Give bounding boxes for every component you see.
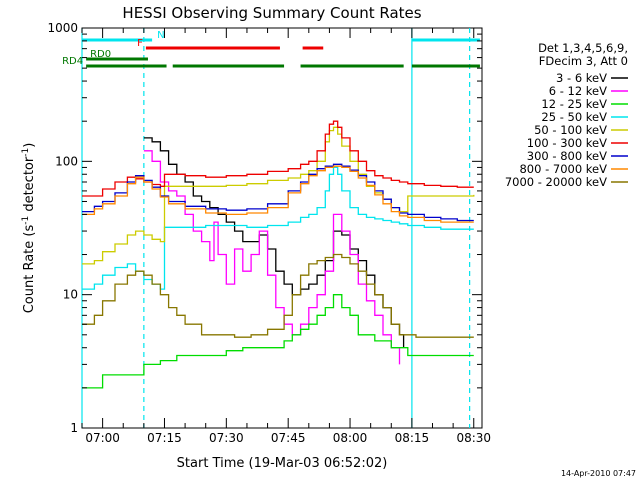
series-100-300-kev [82,120,474,197]
x-ticks: 07:00 07:15 07:30 07:45 08:00 08:15 08:30 [81,28,491,445]
x-tick-label-45: 07:45 [271,431,306,445]
y-tick-label-10: 10 [63,288,78,302]
x-tick-label-90: 08:30 [456,431,491,445]
state-label-rd4: RD4 [62,56,83,67]
plot-frame [81,27,483,429]
x-tick-label-60: 08:00 [333,431,368,445]
legend-label-3-6-kev: 3 - 6 keV [556,71,607,85]
x-tick-label-0: 07:00 [85,431,120,445]
series-7000-20000-kev [82,253,474,338]
chart-title: HESSI Observing Summary Count Rates [122,4,421,22]
legend-label-6-12-kev: 6 - 12 keV [549,84,607,98]
y-tick-label-1: 1 [70,421,78,435]
legend-label-800-7000-kev: 800 - 7000 keV [519,162,607,176]
legend-label-50-100-kev: 50 - 100 keV [534,123,607,137]
state-label-f: F [137,38,143,49]
series-300-800-kev [82,163,474,222]
x-tick-label-15: 07:15 [147,431,182,445]
y-tick-label-1000: 1000 [47,21,78,35]
x-tick-label-75: 08:15 [395,431,430,445]
x-tick-label-30: 07:30 [209,431,244,445]
y-axis-label: Count Rate (s-1 detector-1) [21,143,37,314]
legend-header-line1: Det 1,3,4,5,6,9, [538,41,628,55]
legend-header-line2: FDecim 3, Att 0 [539,54,628,68]
y-ticks: 1 10 100 1000 [47,21,482,435]
legend-label-300-800-kev: 300 - 800 keV [527,149,607,163]
legend-label-100-300-kev: 100 - 300 keV [527,136,607,150]
series-50-100-kev [82,126,475,265]
state-bars: N F RD0 RD4 [62,30,480,68]
legend-label-25-50-kev: 25 - 50 keV [541,110,607,124]
legend-label-12-25-kev: 12 - 25 keV [541,97,607,111]
y-tick-label-100: 100 [55,154,78,168]
series-12-25-kev [82,294,474,389]
state-label-rd0: RD0 [90,49,111,60]
legend: Det 1,3,4,5,6,9, FDecim 3, Att 0 3 - 6 k… [505,41,628,189]
state-label-n: N [157,30,164,41]
vertical-markers [81,28,471,428]
series-6-12-kev [143,150,401,365]
series-3-6-kev [143,137,405,348]
legend-label-7000-20000-kev: 7000 - 20000 keV [505,175,607,189]
series-layer [82,120,475,389]
series-800-7000-kev [82,165,474,223]
x-axis-label: Start Time (19-Mar-03 06:52:02) [177,456,388,471]
timestamp: 14-Apr-2010 07:47 [561,469,636,478]
